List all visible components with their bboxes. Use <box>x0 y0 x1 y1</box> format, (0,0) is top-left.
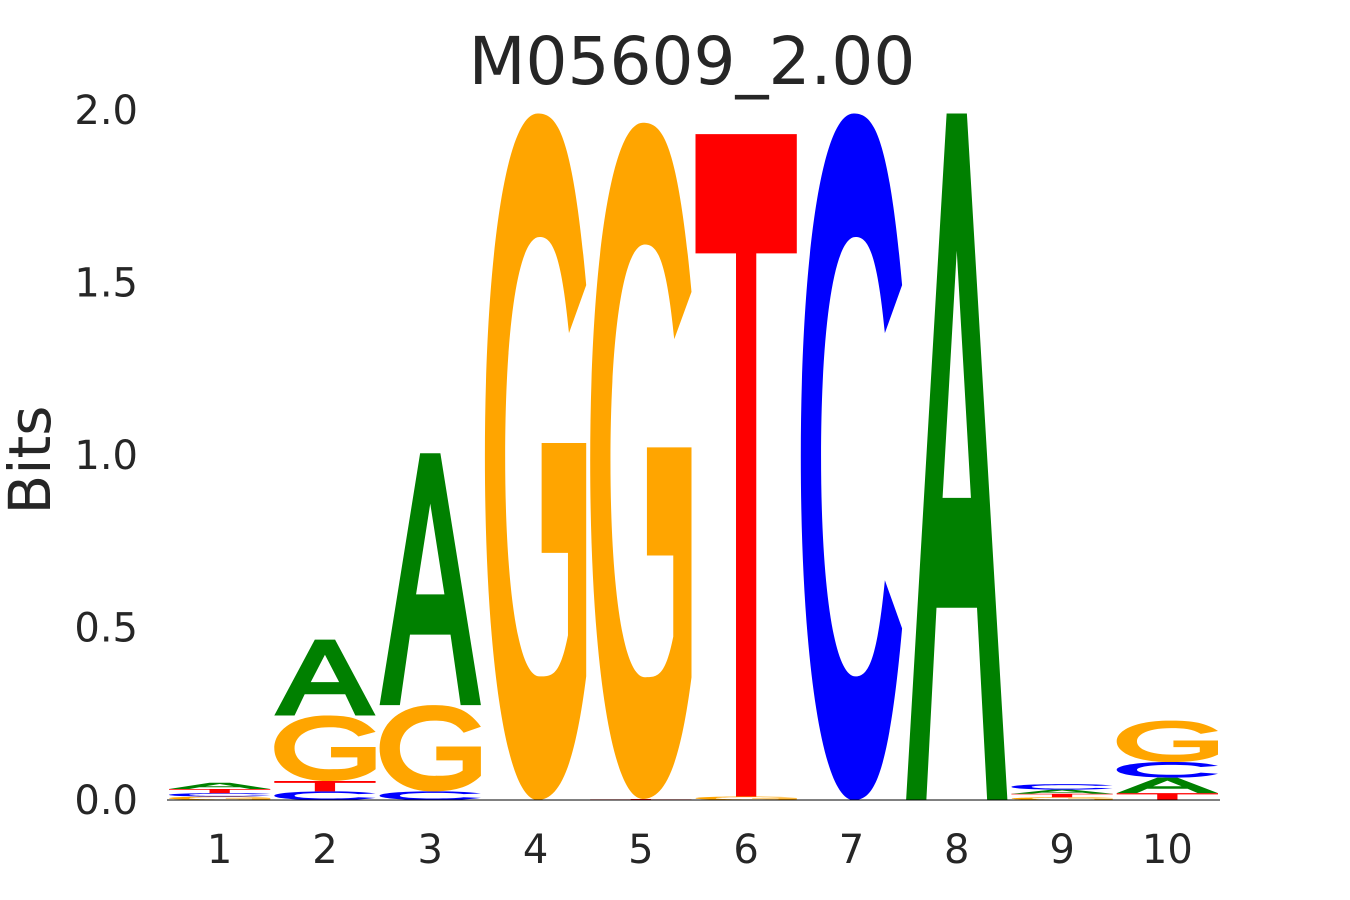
logo-letter-g-pos4 <box>484 113 587 800</box>
logo-letter-c-pos7 <box>800 113 903 800</box>
x-tick-label: 6 <box>733 827 758 873</box>
logo-letter-a-pos1 <box>169 782 271 789</box>
logo-letter-a-pos10 <box>1116 777 1218 794</box>
logo-letter-g-pos2 <box>274 715 376 782</box>
logo-letter-t-pos6 <box>695 134 797 797</box>
logo-letter-c-pos9 <box>1011 784 1113 790</box>
x-axis-ticks: 1 2 3 4 5 6 7 8 9 10 <box>207 827 1193 873</box>
logo-letter-c-pos10 <box>1116 762 1218 778</box>
y-axis-ticks: 0.0 0.5 1.0 1.5 2.0 <box>74 88 138 824</box>
logo-letter-t-pos2 <box>274 781 376 792</box>
logo-letter-a-pos2 <box>274 639 376 716</box>
logo-letter-t-pos9 <box>1011 793 1113 798</box>
x-tick-label: 2 <box>312 827 337 873</box>
logo-letter-a-pos3 <box>379 453 481 706</box>
logo-letter-g-pos5 <box>590 122 692 799</box>
logo-letter-g-pos1 <box>169 796 271 800</box>
x-tick-label: 5 <box>628 827 653 873</box>
y-tick-label: 1.5 <box>74 261 138 307</box>
logo-letter-g-pos10 <box>1116 720 1218 763</box>
y-tick-label: 0.0 <box>74 778 138 824</box>
y-tick-label: 1.0 <box>74 433 138 479</box>
x-tick-label: 1 <box>207 827 232 873</box>
y-tick-label: 0.5 <box>74 606 138 652</box>
x-tick-label: 7 <box>839 827 864 873</box>
logo-letter-c-pos2 <box>274 791 376 801</box>
x-tick-label: 9 <box>1049 827 1074 873</box>
logo-letter-g-pos6 <box>695 796 797 800</box>
logo-letter-c-pos3 <box>379 791 481 801</box>
logo-letter-a-pos9 <box>1011 789 1113 794</box>
logo-letter-c-pos1 <box>169 793 271 797</box>
logo-letter-t-pos5 <box>590 798 692 801</box>
logo-letter-g-pos9 <box>1011 797 1113 800</box>
logo-letter-g-pos3 <box>379 705 481 792</box>
logo-letter-a-pos8 <box>906 113 1008 800</box>
logo-letter-t-pos10 <box>1116 793 1218 800</box>
y-tick-label: 2.0 <box>74 88 138 134</box>
x-tick-label: 8 <box>944 827 969 873</box>
logo-letter-stacks <box>169 113 1218 801</box>
x-tick-label: 4 <box>523 827 548 873</box>
logo-letter-t-pos1 <box>169 788 271 794</box>
x-tick-label: 3 <box>418 827 443 873</box>
chart-title: M05609_2.00 <box>469 23 916 100</box>
x-tick-label: 10 <box>1142 827 1193 873</box>
y-axis-label: Bits <box>0 406 64 515</box>
